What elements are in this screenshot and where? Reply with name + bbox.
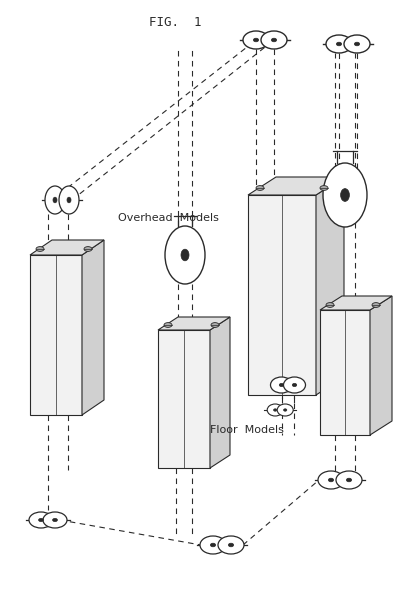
Ellipse shape [328, 478, 334, 482]
Polygon shape [210, 317, 230, 468]
Ellipse shape [279, 383, 284, 386]
Polygon shape [158, 317, 230, 330]
Ellipse shape [292, 383, 297, 386]
Ellipse shape [43, 512, 67, 528]
Ellipse shape [284, 409, 287, 411]
Ellipse shape [53, 518, 58, 521]
Ellipse shape [354, 42, 360, 46]
Ellipse shape [181, 249, 189, 261]
Ellipse shape [84, 247, 92, 251]
Ellipse shape [228, 543, 234, 547]
Ellipse shape [254, 38, 259, 42]
Ellipse shape [38, 518, 43, 521]
Polygon shape [158, 330, 210, 468]
Ellipse shape [336, 471, 362, 489]
Ellipse shape [372, 302, 380, 307]
Polygon shape [248, 177, 344, 195]
Text: Floor  Models: Floor Models [210, 425, 284, 435]
Ellipse shape [341, 188, 350, 202]
Text: FIG.  1: FIG. 1 [149, 16, 201, 28]
Ellipse shape [277, 404, 293, 416]
Ellipse shape [243, 31, 269, 49]
Ellipse shape [45, 186, 65, 214]
Ellipse shape [211, 323, 219, 328]
Ellipse shape [271, 377, 292, 393]
Polygon shape [82, 240, 104, 415]
Ellipse shape [261, 31, 287, 49]
Ellipse shape [326, 35, 352, 53]
Polygon shape [370, 296, 392, 435]
Ellipse shape [267, 404, 283, 416]
Ellipse shape [218, 536, 244, 554]
Ellipse shape [346, 478, 352, 482]
Ellipse shape [323, 163, 367, 227]
Ellipse shape [326, 302, 334, 307]
Ellipse shape [274, 409, 277, 411]
Ellipse shape [200, 536, 226, 554]
Ellipse shape [165, 226, 205, 284]
Ellipse shape [59, 186, 79, 214]
Ellipse shape [344, 35, 370, 53]
Ellipse shape [67, 197, 71, 203]
Text: Overhead  Models: Overhead Models [118, 213, 219, 223]
Ellipse shape [211, 543, 215, 547]
Ellipse shape [320, 185, 328, 190]
Polygon shape [30, 255, 82, 415]
Ellipse shape [164, 323, 172, 328]
Ellipse shape [318, 471, 344, 489]
Polygon shape [320, 310, 370, 435]
Ellipse shape [337, 42, 341, 46]
Polygon shape [316, 177, 344, 395]
Ellipse shape [271, 38, 277, 42]
Ellipse shape [284, 377, 305, 393]
Ellipse shape [53, 197, 57, 203]
Polygon shape [320, 296, 392, 310]
Ellipse shape [36, 247, 44, 251]
Polygon shape [248, 195, 316, 395]
Ellipse shape [256, 185, 264, 190]
Ellipse shape [29, 512, 53, 528]
Polygon shape [30, 240, 104, 255]
